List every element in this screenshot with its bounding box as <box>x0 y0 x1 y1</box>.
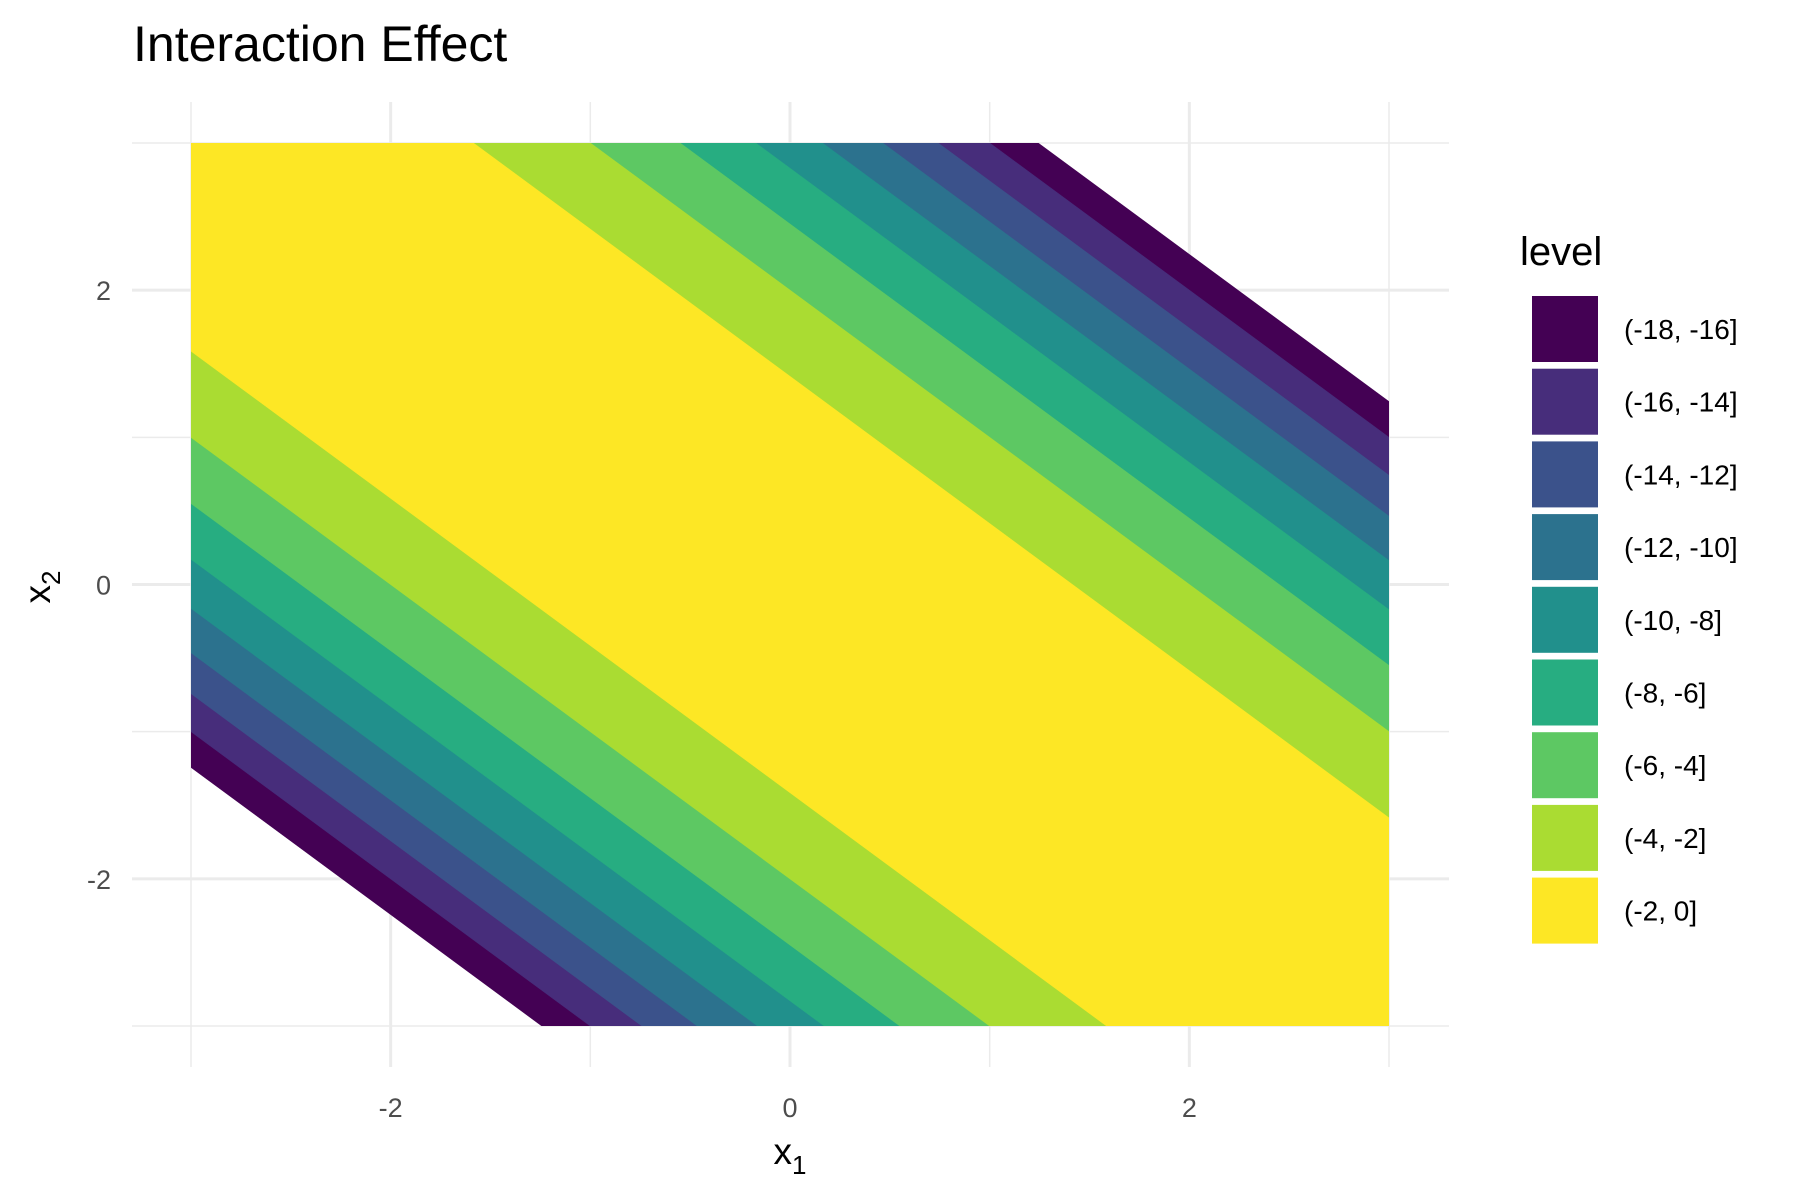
legend-label: (-16, -14] <box>1624 387 1738 418</box>
x-tick-label: 0 <box>782 1093 797 1123</box>
y-tick-label: -2 <box>87 865 111 895</box>
legend-label: (-10, -8] <box>1624 605 1722 636</box>
legend-item: (-4, -2] <box>1532 804 1706 871</box>
x-tick-label: -2 <box>379 1093 403 1123</box>
legend-label: (-18, -16] <box>1624 314 1738 345</box>
legend-item: (-6, -4] <box>1532 732 1706 799</box>
y-tick-label: 0 <box>96 571 111 601</box>
legend-swatch <box>1532 732 1598 799</box>
x-axis-ticks: -2 0 2 <box>379 1093 1197 1123</box>
legend-item: (-8, -6] <box>1532 659 1706 726</box>
y-axis-ticks: -2 0 2 <box>87 276 111 895</box>
y-tick-label: 2 <box>96 276 111 306</box>
legend-label: (-14, -12] <box>1624 459 1738 490</box>
x-axis-title-base: x <box>774 1131 793 1172</box>
x-tick-label: 2 <box>1182 1093 1197 1123</box>
legend-item: (-2, 0] <box>1532 877 1697 944</box>
legend-items: (-18, -16] (-16, -14] (-14, -12] (-12, -10]… <box>1532 296 1738 944</box>
legend-swatch <box>1532 877 1598 944</box>
legend-swatch <box>1532 368 1598 435</box>
x-axis-title-sub: 1 <box>792 1150 806 1180</box>
legend-item: (-16, -14] <box>1532 368 1738 435</box>
legend-item: (-12, -10] <box>1532 514 1738 581</box>
legend-item: (-14, -12] <box>1532 441 1738 508</box>
legend-swatch <box>1532 804 1598 871</box>
legend-label: (-2, 0] <box>1624 896 1697 927</box>
chart-title: Interaction Effect <box>133 16 507 72</box>
plot-panel <box>191 143 1389 1026</box>
legend-swatch <box>1532 659 1598 726</box>
legend-label: (-6, -4] <box>1624 750 1706 781</box>
legend-swatch <box>1532 514 1598 581</box>
contour-band <box>191 143 1389 1026</box>
y-axis-title-base: x <box>17 584 58 603</box>
legend-title: level <box>1520 230 1602 274</box>
y-axis-title-sub: 2 <box>36 571 66 585</box>
legend-label: (-8, -6] <box>1624 678 1706 709</box>
legend-swatch <box>1532 296 1598 362</box>
y-axis-title: x2 <box>17 571 66 604</box>
x-axis-title: x1 <box>774 1131 807 1180</box>
legend-label: (-12, -10] <box>1624 532 1738 563</box>
legend-swatch <box>1532 586 1598 653</box>
contour-bands <box>191 143 1389 1026</box>
legend-label: (-4, -2] <box>1624 823 1706 854</box>
legend-item: (-18, -16] <box>1532 296 1738 362</box>
legend: level (-18, -16] (-16, -14] (-14, -12] (-12… <box>1520 230 1738 944</box>
legend-item: (-10, -8] <box>1532 586 1722 653</box>
legend-swatch <box>1532 441 1598 508</box>
